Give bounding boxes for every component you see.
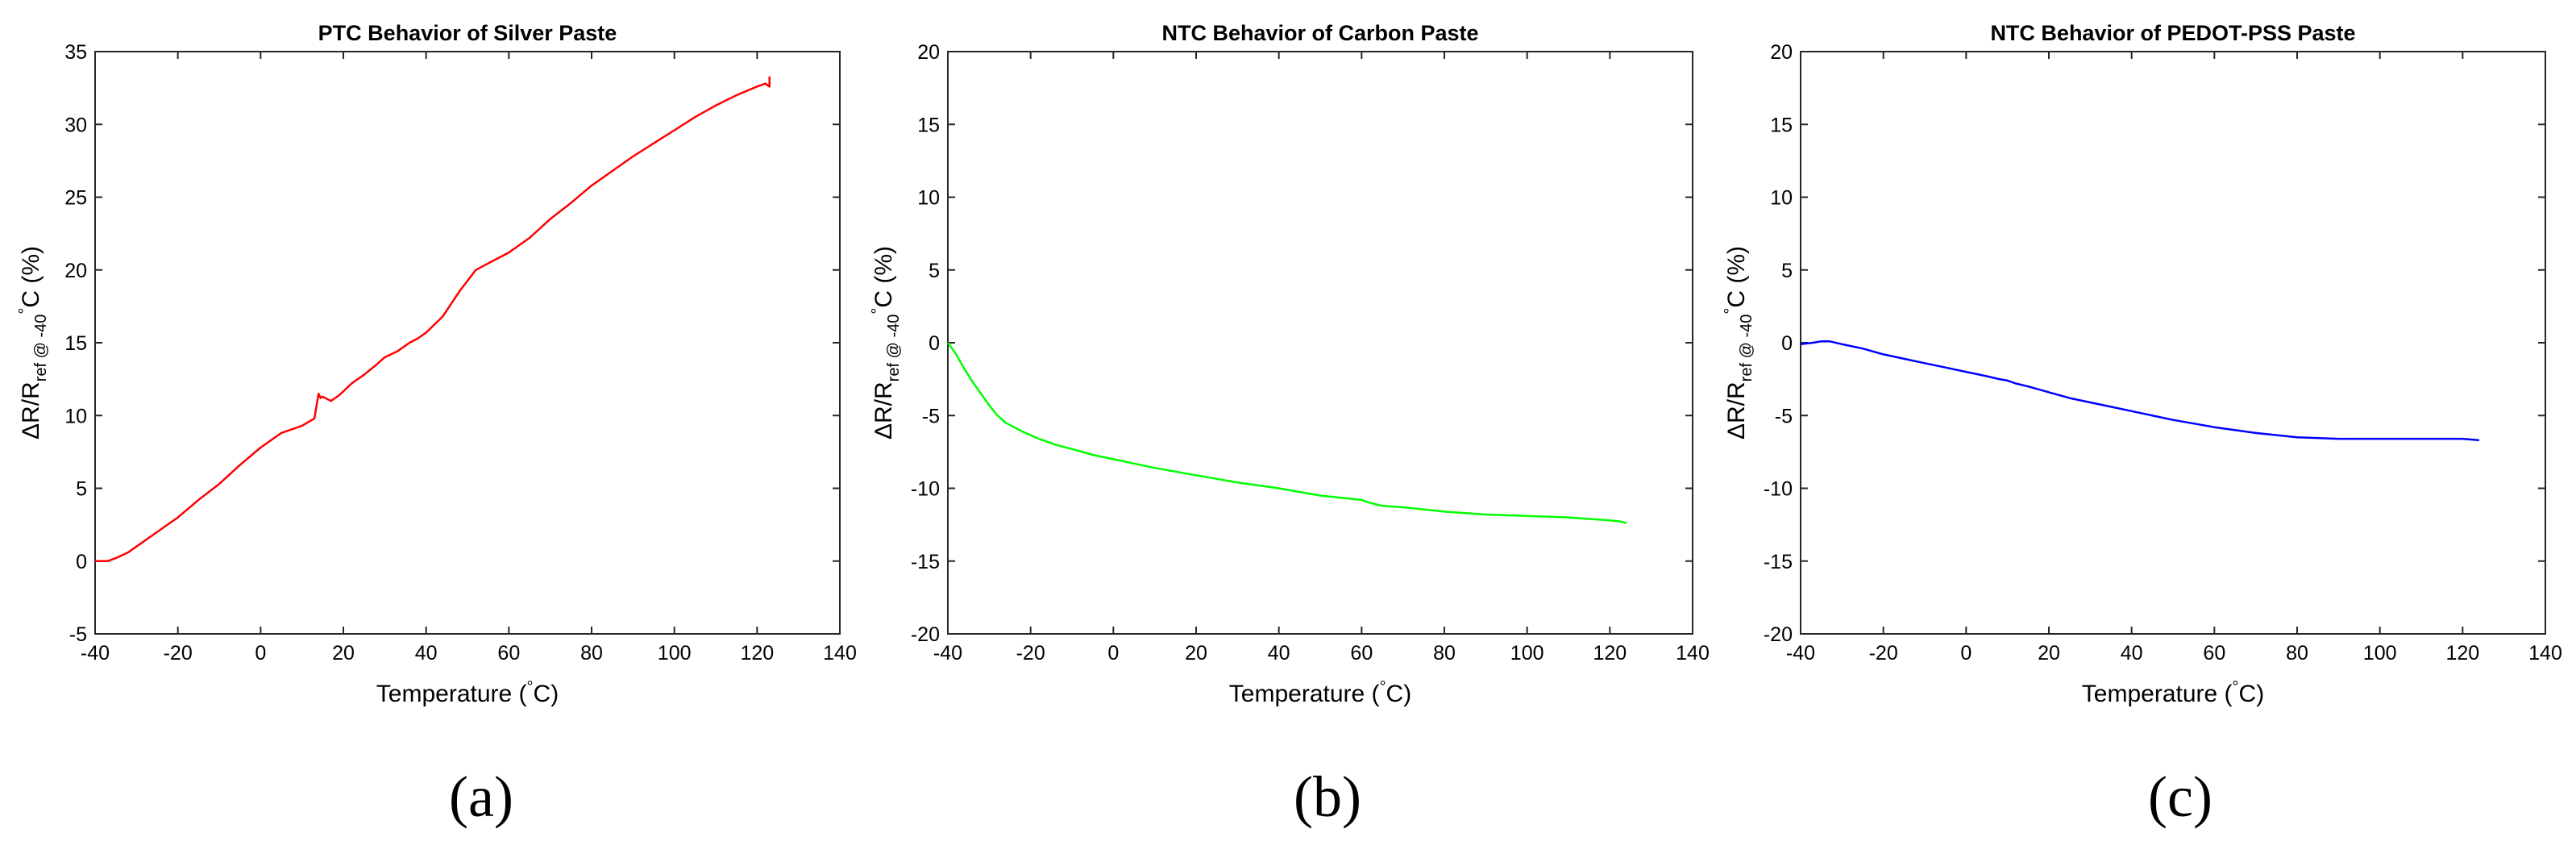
y-tick-label: 15 (917, 114, 940, 136)
series-line (1800, 340, 2480, 442)
y-tick-label: 20 (917, 41, 940, 64)
x-tick-label: 120 (1593, 642, 1627, 665)
series-line (946, 342, 1627, 524)
plot-frame (947, 51, 1693, 635)
panel-caption: (c) (2148, 765, 2212, 829)
chart-title: NTC Behavior of PEDOT-PSS Paste (1990, 21, 2355, 45)
y-tick-label: 15 (64, 332, 87, 355)
x-tick-label: -20 (1869, 642, 1898, 665)
y-tick-label: 5 (929, 260, 940, 282)
x-axis-label: Temperature (°C) (1229, 678, 1411, 707)
x-tick-label: 80 (2286, 642, 2308, 665)
y-tick-label: 20 (1770, 41, 1793, 64)
x-tick-label: 100 (1510, 642, 1544, 665)
y-tick-label: -20 (911, 623, 940, 646)
y-axis-label: ΔR/Rref @ -40°C (%) (869, 246, 903, 440)
x-tick-label: 120 (740, 642, 774, 665)
x-tick-label: 140 (823, 642, 857, 665)
x-tick-label: -40 (933, 642, 962, 665)
y-tick-label: -10 (1764, 478, 1793, 501)
y-tick-label: 0 (929, 332, 940, 355)
chart-panel-3: -40 -20 0 20 40 60 80 100 120 140-20-15-10-505101… (1722, 21, 2562, 829)
y-tick-label: -5 (922, 405, 940, 427)
y-tick-label: -15 (911, 551, 940, 573)
x-tick-label: -40 (81, 642, 110, 665)
chart-title: NTC Behavior of Carbon Paste (1161, 21, 1478, 45)
plot-frame (1800, 51, 2546, 635)
x-tick-label: 20 (1185, 642, 1207, 665)
y-tick-label: -20 (1764, 623, 1793, 646)
y-tick-label: 0 (1781, 332, 1793, 355)
x-tick-label: 0 (255, 642, 266, 665)
x-tick-label: -20 (164, 642, 193, 665)
plot-frame (94, 51, 841, 635)
y-tick-label: 5 (76, 478, 87, 501)
x-tick-label: -40 (1786, 642, 1815, 665)
x-tick-label: 40 (2121, 642, 2143, 665)
x-tick-label: 120 (2445, 642, 2479, 665)
x-tick-label: 40 (415, 642, 438, 665)
y-tick-label: 15 (1770, 114, 1793, 136)
x-axis-label: Temperature (°C) (376, 678, 559, 707)
y-tick-label: -5 (1775, 405, 1793, 427)
x-tick-label: 20 (332, 642, 355, 665)
y-tick-label: 10 (64, 405, 87, 427)
y-tick-label: 20 (64, 260, 87, 282)
y-tick-label: 10 (917, 187, 940, 210)
panel-caption: (a) (449, 765, 513, 829)
x-tick-label: 100 (658, 642, 692, 665)
chart-panel-1: -40 -20 0 20 40 60 80 100 120 140 -5 0 5 10 15 20 25 30 35… (16, 21, 857, 829)
x-tick-label: 100 (2363, 642, 2397, 665)
y-tick-label: 35 (64, 41, 87, 64)
x-tick-label: 60 (1350, 642, 1373, 665)
y-tick-label: 0 (76, 551, 87, 573)
x-axis-label: Temperature (°C) (2082, 678, 2264, 707)
chart-panel-2: -40 -20 0 20 40 60 80 100 120 140-20-15-10-505101… (869, 21, 1710, 829)
x-tick-label: 80 (580, 642, 603, 665)
y-tick-label: 10 (1770, 187, 1793, 210)
y-tick-label: -5 (69, 623, 87, 646)
y-axis-label: ΔR/Rref @ -40°C (%) (1722, 246, 1755, 440)
x-tick-label: 80 (1433, 642, 1456, 665)
y-axis-label: ΔR/Rref @ -40°C (%) (16, 246, 50, 440)
y-tick-label: 25 (64, 187, 87, 210)
x-tick-label: 20 (2038, 642, 2060, 665)
y-tick-label: -10 (911, 478, 940, 501)
panel-caption: (b) (1294, 765, 1361, 829)
y-tick-label: -15 (1764, 551, 1793, 573)
x-tick-label: 140 (2528, 642, 2562, 665)
x-tick-label: 60 (2203, 642, 2225, 665)
chart-title: PTC Behavior of Silver Paste (318, 21, 617, 45)
x-tick-label: 40 (1268, 642, 1290, 665)
x-tick-label: 60 (497, 642, 520, 665)
x-tick-label: 140 (1676, 642, 1710, 665)
x-tick-label: 0 (1960, 642, 1971, 665)
y-tick-label: 5 (1781, 260, 1793, 282)
series-line (95, 76, 771, 563)
y-tick-label: 30 (64, 114, 87, 136)
x-tick-label: 0 (1107, 642, 1119, 665)
x-tick-label: -20 (1016, 642, 1045, 665)
